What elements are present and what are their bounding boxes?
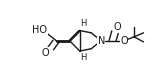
Text: N: N	[97, 36, 105, 46]
Text: HO: HO	[32, 25, 47, 35]
Text: O: O	[42, 48, 49, 58]
Text: O: O	[114, 22, 121, 32]
Text: H: H	[80, 19, 87, 28]
Text: O: O	[120, 36, 128, 46]
Text: H: H	[80, 53, 87, 62]
